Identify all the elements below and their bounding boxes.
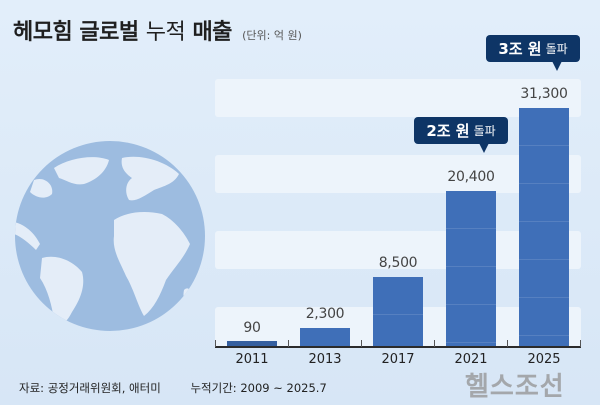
source-text: 자료: 공정거래위원회, 애터미 [19, 381, 161, 395]
axis-tick [507, 340, 508, 347]
bar-2021 [446, 191, 496, 347]
x-tick-label: 2025 [527, 352, 561, 367]
value-label: 90 [243, 320, 261, 336]
bar-2017 [373, 277, 423, 347]
value-label: 31,300 [520, 86, 568, 102]
axis-tick [288, 340, 289, 347]
value-label: 20,400 [447, 169, 495, 185]
globe-icon [15, 141, 205, 331]
axis-tick [215, 340, 216, 347]
value-label: 2,300 [305, 306, 345, 322]
callout-weak-text: 돌파 [545, 42, 568, 56]
unit-label: (단위: 억 원) [242, 29, 302, 42]
callout-2-trillion: 2조 원 돌파 [414, 117, 508, 153]
chart-title: 헤모힘 글로벌 누적 매출 (단위: 억 원) [13, 14, 302, 46]
callout-pointer [479, 143, 489, 153]
value-label: 8,500 [378, 255, 418, 271]
title-light-part: 누적 [145, 20, 186, 45]
callout-pointer [552, 61, 562, 71]
x-tick-label: 2013 [308, 352, 342, 367]
axis-tick [434, 340, 435, 347]
watermark-logo: 헬스조선 [465, 372, 565, 402]
bar-2013 [300, 328, 350, 347]
footer: 자료: 공정거래위원회, 애터미 누적기간: 2009 ~ 2025.7 [19, 380, 327, 396]
callout-strong-text: 3조 원 [498, 40, 542, 58]
x-tick-label: 2011 [235, 352, 269, 367]
axis-tick [361, 340, 362, 347]
period-text: 누적기간: 2009 ~ 2025.7 [190, 381, 327, 395]
bar-2011 [227, 341, 277, 347]
axis-tick [580, 340, 581, 347]
callout-3-trillion: 3조 원 돌파 [486, 35, 580, 71]
callout-weak-text: 돌파 [473, 124, 496, 138]
title-bold-part: 헤모힘 글로벌 [13, 20, 139, 45]
x-tick-label: 2017 [381, 352, 415, 367]
callout-strong-text: 2조 원 [426, 122, 470, 140]
x-tick-label: 2021 [454, 352, 488, 367]
x-axis [215, 346, 581, 348]
bar-2025 [519, 108, 569, 347]
title-bold-part-2: 매출 [192, 20, 232, 45]
